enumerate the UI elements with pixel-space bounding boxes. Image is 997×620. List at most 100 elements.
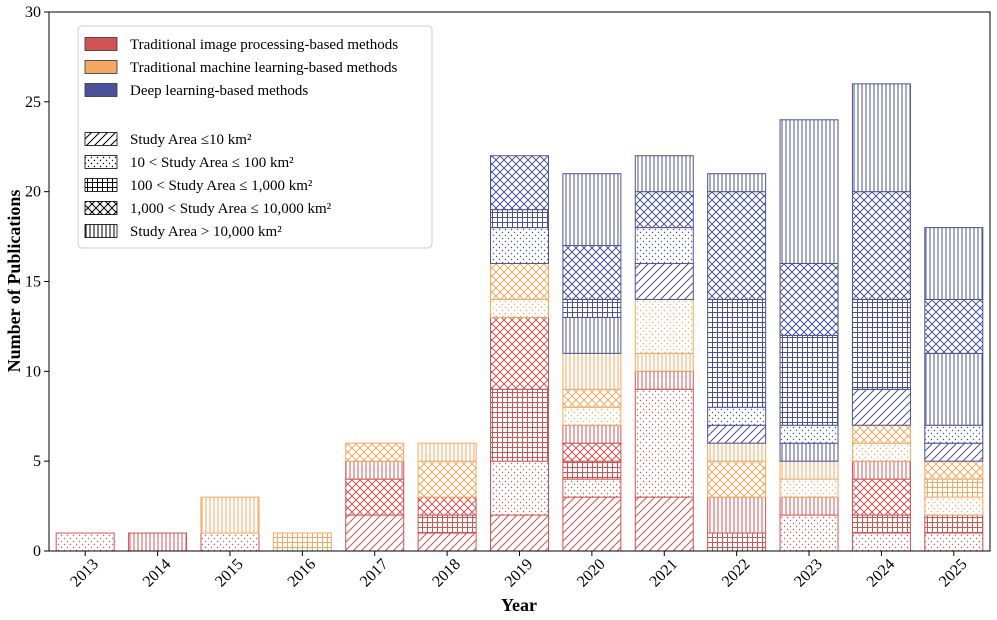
x-tick-label-2022: 2022 [719,556,754,591]
bar-segment-2019-1 [490,514,549,552]
legend-label-deep_learning: Deep learning-based methods [130,83,308,99]
legend-label-a4: 1,000 < Study Area ≤ 10,000 km² [130,201,332,217]
bar-segment-2023-6 [779,424,839,444]
legend-box [77,25,433,249]
bar-segment-2024-1 [851,532,911,552]
bar-segment-2024-3 [851,478,911,516]
x-tick-label-2019: 2019 [502,556,537,591]
bar-segment-2020-6 [562,406,622,426]
bar-segment-2021-6 [634,263,694,300]
bar-segment-2021-3 [634,370,694,390]
bar-segment-2022-6 [707,406,767,426]
bar-segment-2017-1 [345,514,405,552]
bar-segment-2017-3 [345,460,405,480]
x-tick-label-2018: 2018 [429,556,464,591]
y-tick-label-5: 5 [33,453,41,470]
bar-segment-2021-1 [634,496,694,552]
bar-segment-2022-3 [707,460,767,498]
bar-segment-2022-5 [707,424,767,444]
bar-segment-2020-5 [562,424,622,444]
legend-label-traditional_ml: Traditional machine learning-based metho… [130,60,397,76]
x-tick-label-2024: 2024 [864,556,899,591]
bar-segment-2025-1 [924,532,984,552]
bar-segment-2021-9 [634,155,694,193]
bar-segment-2021-7 [634,227,694,265]
bar-segment-2016-1 [272,532,332,552]
bar-segment-2022-1 [707,532,767,552]
legend-swatch-traditional_ml [84,60,118,74]
bar-segment-2024-10 [851,83,911,193]
legend-swatch-a3 [84,178,118,192]
bar-segment-2020-12 [562,173,622,247]
x-axis: 2013 2014 2015 2016 2017 2018 2019 2020 2021 2022… [67,551,971,591]
y-axis: 0 5 10 15 20 25 30 [25,4,49,560]
bar-segment-2019-3 [490,388,549,462]
bar-segment-2020-1 [562,496,622,552]
bar-segment-2022-7 [707,298,767,408]
bar-segment-2014-1 [128,532,188,552]
legend-swatch-a2 [84,155,118,169]
bar-segment-2024-5 [851,442,911,462]
bar-segment-2018-1 [417,532,477,552]
bar-segment-2018-2 [417,514,477,534]
bar-segment-2018-5 [417,442,477,462]
bar-segment-2020-4 [562,442,622,462]
legend: Traditional image processing-based metho… [77,25,433,249]
bar-segment-2022-2 [707,496,767,534]
bar-segment-2022-9 [707,173,767,193]
bar-segment-2019-5 [490,298,549,318]
bar-segment-2020-9 [562,316,622,354]
x-tick-label-2015: 2015 [212,556,247,591]
x-tick-label-2017: 2017 [357,556,392,591]
legend-label-traditional_image: Traditional image processing-based metho… [130,37,398,53]
bar-segment-2025-4 [924,478,984,498]
x-tick-label-2014: 2014 [140,556,175,591]
bar-segment-2025-5 [924,460,984,480]
bar-segment-2015-2 [200,496,260,534]
bar-segment-2025-8 [924,352,984,426]
legend-swatch-a1 [84,132,118,146]
legend-label-a2: 10 < Study Area ≤ 100 km² [130,155,294,171]
bar-segment-2021-4 [634,352,694,372]
bar-segment-2023-4 [779,460,839,480]
legend-label-a1: Study Area ≤10 km² [130,132,252,148]
bar-segment-2023-2 [779,496,839,516]
x-tick-label-2013: 2013 [67,556,102,591]
bar-segment-2017-2 [345,478,405,516]
y-tick-label-15: 15 [25,274,41,291]
bar-segment-2025-2 [924,514,984,534]
x-tick-label-2020: 2020 [574,556,609,591]
bar-segment-2020-2 [562,478,622,498]
bar-segment-2021-5 [634,298,694,354]
legend-swatch-deep_learning [84,83,118,97]
bar-segment-2019-7 [490,227,549,265]
bar-segment-2019-4 [490,316,549,390]
bar-segment-2022-8 [707,191,767,300]
bar-segment-2024-2 [851,514,911,534]
y-tick-label-10: 10 [25,363,41,380]
x-tick-label-2023: 2023 [791,556,826,591]
bar-segment-2024-6 [851,424,911,444]
bar-segment-2025-9 [924,298,984,354]
y-tick-label-0: 0 [33,543,41,560]
bar-segment-2023-1 [779,514,839,552]
bar-segment-2025-6 [924,442,984,462]
bar-segment-2020-3 [562,460,622,480]
x-tick-label-2021: 2021 [646,556,681,591]
bar-segment-2018-3 [417,496,477,516]
legend-label-a5: Study Area > 10,000 km² [130,224,282,240]
bar-segment-2013-1 [55,532,115,552]
legend-swatch-traditional_image [84,37,118,51]
x-axis-title: Year [501,595,537,615]
bar-segment-2025-7 [924,424,984,444]
bar-segment-2017-4 [345,442,405,462]
bar-segment-2024-4 [851,460,911,480]
bar-segment-2024-9 [851,191,911,300]
y-tick-label-20: 20 [25,184,41,201]
bar-segment-2021-2 [634,388,694,498]
legend-swatch-a4 [84,201,118,215]
bar-segment-2023-7 [779,334,839,426]
y-tick-label-25: 25 [25,94,41,111]
bar-segment-2019-6 [490,263,549,300]
